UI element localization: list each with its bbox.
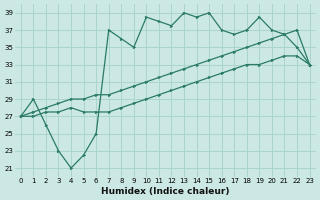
X-axis label: Humidex (Indice chaleur): Humidex (Indice chaleur) [101, 187, 229, 196]
